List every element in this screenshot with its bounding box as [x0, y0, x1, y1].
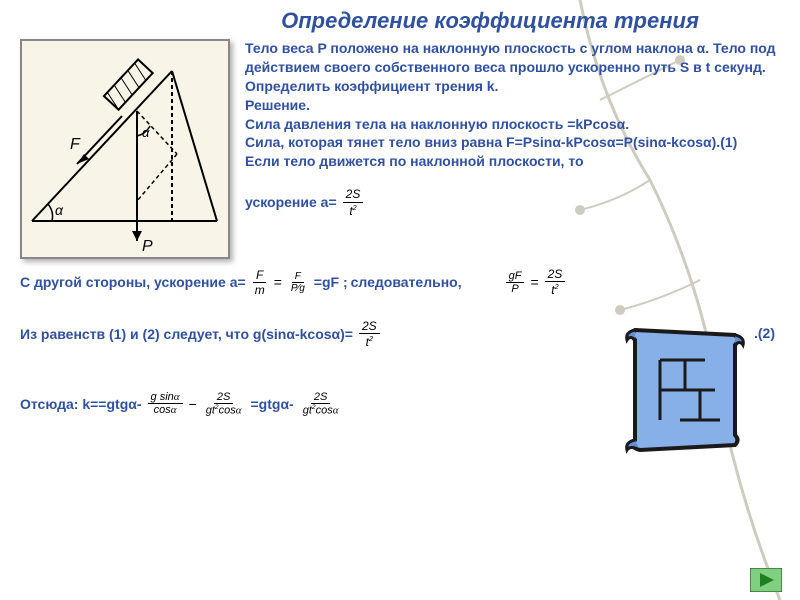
- frac-2s-t2: 2S t2: [343, 186, 364, 219]
- svg-text:F: F: [70, 136, 81, 153]
- frac-F-m: F m: [252, 268, 268, 297]
- frac-F-Pg: F P⁄g: [288, 271, 308, 294]
- svg-text:P: P: [142, 238, 153, 255]
- eq-gtg-text: =gtgα-: [251, 396, 294, 412]
- solution-label: Решение.: [245, 96, 780, 115]
- frac-gF-P: gF P: [506, 270, 525, 295]
- solution-line1: Сила давления тела на наклонную плоскост…: [245, 115, 780, 134]
- hence-text: Отсюда: k==gtgα-: [20, 396, 142, 412]
- svg-text:α: α: [55, 202, 64, 218]
- problem-text: Тело веса P положено на наклонную плоско…: [245, 39, 780, 259]
- consequently-text: следовательно,: [351, 274, 462, 290]
- slide-title: Определение коэффициента трения: [0, 0, 800, 39]
- scroll-icon: [605, 310, 765, 470]
- frac-2s-t2-b: 2S t2: [545, 267, 566, 297]
- frac-2s-t2-c: 2S t2: [359, 319, 380, 349]
- solution-line3: Если тело движется по наклонной плоскост…: [245, 152, 780, 171]
- inclined-plane-diagram: F P α α: [20, 39, 230, 259]
- frac-2s-gt2cos-a: 2S gt2cosα: [203, 391, 245, 417]
- other-side-text: С другой стороны, ускорение a=: [20, 274, 246, 290]
- svg-text:α: α: [142, 125, 150, 140]
- eq-gF: =gF ;: [314, 274, 348, 290]
- next-button[interactable]: [750, 568, 782, 592]
- frac-2s-gt2cos-b: 2S gt2cosα: [300, 391, 342, 417]
- problem-statement: Тело веса P положено на наклонную плоско…: [245, 39, 780, 96]
- accel-prefix: ускорение a=: [245, 193, 337, 212]
- solution-line2: Сила, которая тянет тело вниз равна F=Ps…: [245, 133, 780, 152]
- frac-gsin-cos: g sinα cosα: [148, 391, 183, 416]
- from-equalities-text: Из равенств (1) и (2) следует, что g(sin…: [20, 326, 353, 342]
